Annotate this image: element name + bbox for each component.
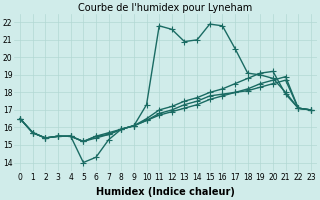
X-axis label: Humidex (Indice chaleur): Humidex (Indice chaleur) — [96, 187, 235, 197]
Title: Courbe de l'humidex pour Lyneham: Courbe de l'humidex pour Lyneham — [78, 3, 252, 13]
